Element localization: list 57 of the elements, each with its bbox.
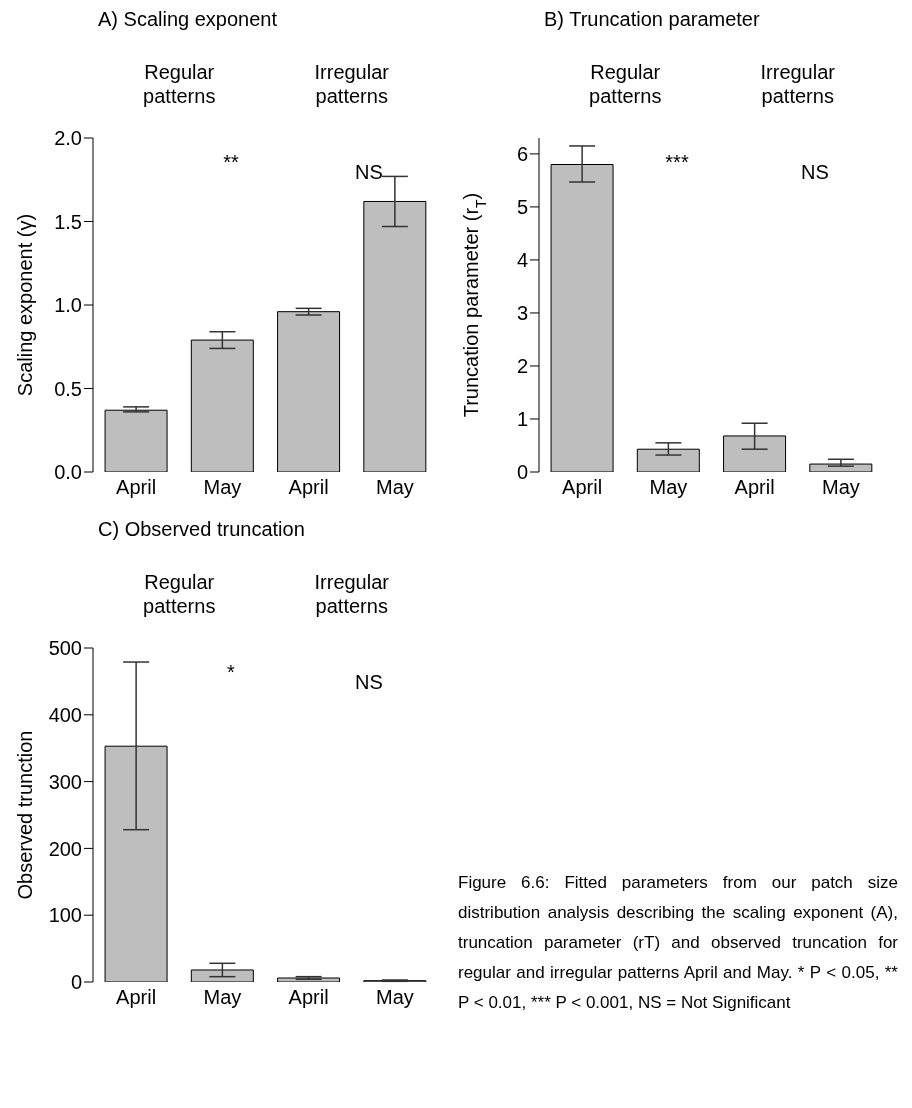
y-tick-label: 5 [516,196,528,219]
y-tick-label: 0.0 [54,461,82,484]
annotation: *** [664,150,690,174]
x-tick-label: May [649,476,688,499]
annotation: NS [354,160,384,184]
bar [277,311,341,472]
bar [190,969,254,982]
caption: Figure 6.6: Fitted parameters from our patch size distribution analysis describing the scaling exponent (A), truncation parameter (rT) and observed truncation for regular and irregular patterns April and May. * P < 0.05, ** P < 0.01, *** P < 0.001, NS = Not Significant [458,872,898,1014]
y-tick-label: 4 [516,249,528,272]
bar [636,448,700,472]
bar [104,745,168,982]
y-tick-label: 1.5 [54,210,82,233]
y-tick-label: 0 [70,971,82,994]
y-axis-title: Scaling exponent (γ) [14,213,36,397]
y-tick-label: 3 [516,302,528,325]
text: Regular patterns [142,60,217,108]
annotation: ** [222,150,240,174]
y-tick-label: 2.0 [54,127,82,150]
annotation: NS [354,670,384,694]
bar [190,339,254,472]
y-tick-label: 0.5 [54,377,82,400]
chart-title: A) Scaling exponent [97,8,278,32]
y-tick-label: 400 [48,703,82,726]
y-tick-label: 1.0 [54,294,82,317]
x-tick-label: April [288,986,329,1009]
x-tick-label: May [375,986,414,1009]
bar [363,200,427,472]
bar [104,409,168,472]
x-tick-label: April [734,476,775,499]
y-tick-label: 500 [48,637,82,660]
y-tick-label: 200 [48,837,82,860]
y-tick-label: 2 [516,355,528,378]
text: Irregular patterns [313,570,390,618]
chart-title: B) Truncation parameter [543,8,761,32]
y-tick-label: 0 [516,461,528,484]
annotation: * [226,660,236,684]
text: Irregular patterns [313,60,390,108]
x-tick-label: April [288,476,329,499]
annotation: NS [800,160,830,184]
y-tick-label: 300 [48,770,82,793]
text: Regular patterns [142,570,217,618]
y-tick-label: 6 [516,143,528,165]
x-tick-label: May [203,986,242,1009]
x-tick-label: April [116,476,157,499]
x-tick-label: May [203,476,242,499]
bar [550,164,614,472]
x-tick-label: May [821,476,860,499]
text: Regular patterns [588,60,663,108]
bar [723,435,787,472]
text: Irregular patterns [759,60,836,108]
y-axis-title: Observed trunction [14,730,36,900]
y-tick-label: 100 [48,904,82,927]
x-tick-label: May [375,476,414,499]
x-tick-label: April [562,476,603,499]
y-tick-label: 1 [516,408,528,431]
chart-title: C) Observed truncation [97,518,306,542]
x-tick-label: April [116,986,157,1009]
